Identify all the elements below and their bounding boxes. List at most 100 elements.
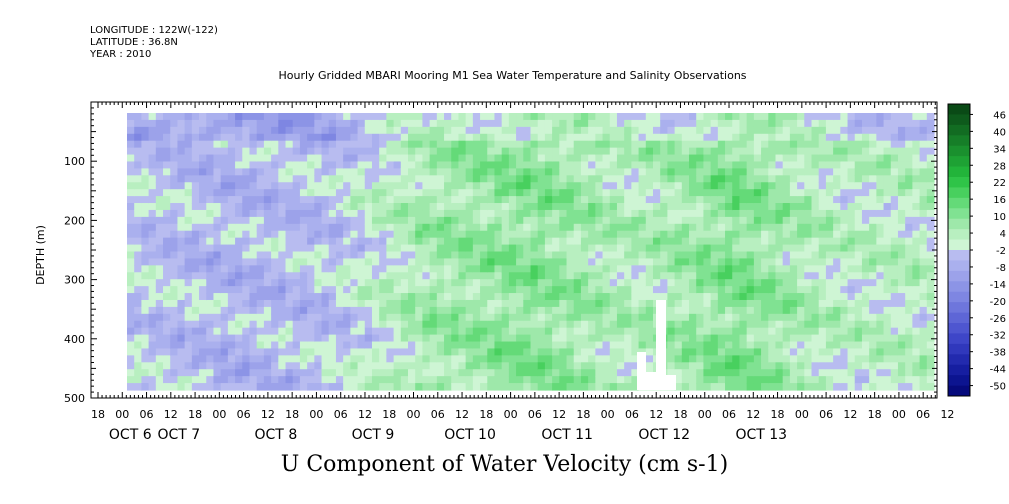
heatmap-cell [299,293,308,301]
heatmap-cell [299,154,308,163]
heatmap-cell [689,251,697,260]
heatmap-cell [386,293,395,301]
heatmap-cell [667,140,676,149]
heatmap-cell [645,209,654,218]
heatmap-cell [890,299,899,308]
heatmap-cell [667,279,676,287]
heatmap-cell [343,369,351,377]
heatmap-cell [177,230,186,239]
heatmap-cell [804,299,813,308]
heatmap-cell [163,168,171,176]
heatmap-cell [544,140,553,149]
heatmap-cell [580,147,589,156]
heatmap-cell [890,209,899,218]
heatmap-cell [487,265,496,273]
heatmap-cell [458,383,467,391]
heatmap-cell [141,341,150,350]
heatmap-cell [350,230,359,239]
heatmap-cell [652,161,661,169]
heatmap-cell [220,376,229,384]
heatmap-cell [155,258,164,266]
heatmap-cell [797,182,805,190]
heatmap-cell [501,223,510,232]
heatmap-cell [422,161,431,169]
heatmap-cell [328,355,337,363]
heatmap-cell [689,161,697,169]
heatmap-cell [768,313,777,322]
heatmap-cell [905,251,913,260]
heatmap-cell [681,189,690,197]
heatmap-cell [328,376,337,384]
heatmap-cell [580,272,589,280]
heatmap-cell [580,334,589,343]
heatmap-cell [624,286,632,294]
heatmap-cell [732,258,741,266]
heatmap-cell [804,230,813,239]
heatmap-cell [631,126,640,135]
heatmap-field [127,113,935,391]
heatmap-cell [703,189,712,197]
heatmap-cell [544,376,553,384]
heatmap-cell [408,223,416,232]
heatmap-cell [379,362,387,370]
heatmap-cell [861,348,870,356]
heatmap-cell [256,113,265,121]
heatmap-cell [321,293,330,301]
heatmap-cell [393,189,402,197]
heatmap-cell [408,133,416,142]
heatmap-cell [797,348,805,356]
heatmap-cell [616,223,625,232]
heatmap-cell [811,279,820,287]
heatmap-cell [321,203,330,211]
heatmap-cell [127,320,135,329]
heatmap-cell [833,355,841,363]
heatmap-cell [393,175,402,183]
heatmap-cell [458,244,467,253]
heatmap-cell [588,299,596,308]
heatmap-cell [869,216,877,225]
heatmap-cell [199,182,207,190]
heatmap-cell [465,362,474,370]
heatmap-cell [825,334,834,343]
heatmap-cell [609,230,618,239]
heatmap-cell [494,376,503,384]
heatmap-cell [386,189,395,197]
heatmap-cell [566,348,575,356]
heatmap-cell [170,327,179,336]
heatmap-cell [645,140,654,149]
heatmap-cell [184,320,193,329]
heatmap-cell [415,320,424,329]
heatmap-cell [825,126,834,135]
heatmap-cell [480,223,488,232]
heatmap-cell [148,376,157,384]
heatmap-cell [307,230,315,239]
heatmap-cell [364,369,373,377]
heatmap-cell [847,189,856,197]
heatmap-cell [595,154,604,163]
heatmap-cell [516,119,524,128]
heatmap-cell [285,327,294,336]
heatmap-cell [652,265,661,273]
heatmap-cell [415,265,424,273]
heatmap-cell [263,175,272,183]
heatmap-cell [328,119,337,128]
heatmap-cell [141,244,150,253]
heatmap-cell [127,355,135,363]
heatmap-cell [357,154,366,163]
heatmap-cell [847,119,856,128]
heatmap-cell [436,265,445,273]
heatmap-cell [753,244,762,253]
heatmap-cell [912,320,921,329]
heatmap-cell [624,362,632,370]
heatmap-cell [177,161,186,169]
heatmap-cell [364,113,373,121]
heatmap-cell [544,189,553,197]
heatmap-cell [371,299,380,308]
heatmap-cell [314,383,323,391]
heatmap-cell [674,168,683,176]
heatmap-cell [213,272,222,280]
heatmap-cell [631,362,640,370]
heatmap-cell [321,258,330,266]
heatmap-cell [508,293,517,301]
heatmap-cell [573,147,582,156]
